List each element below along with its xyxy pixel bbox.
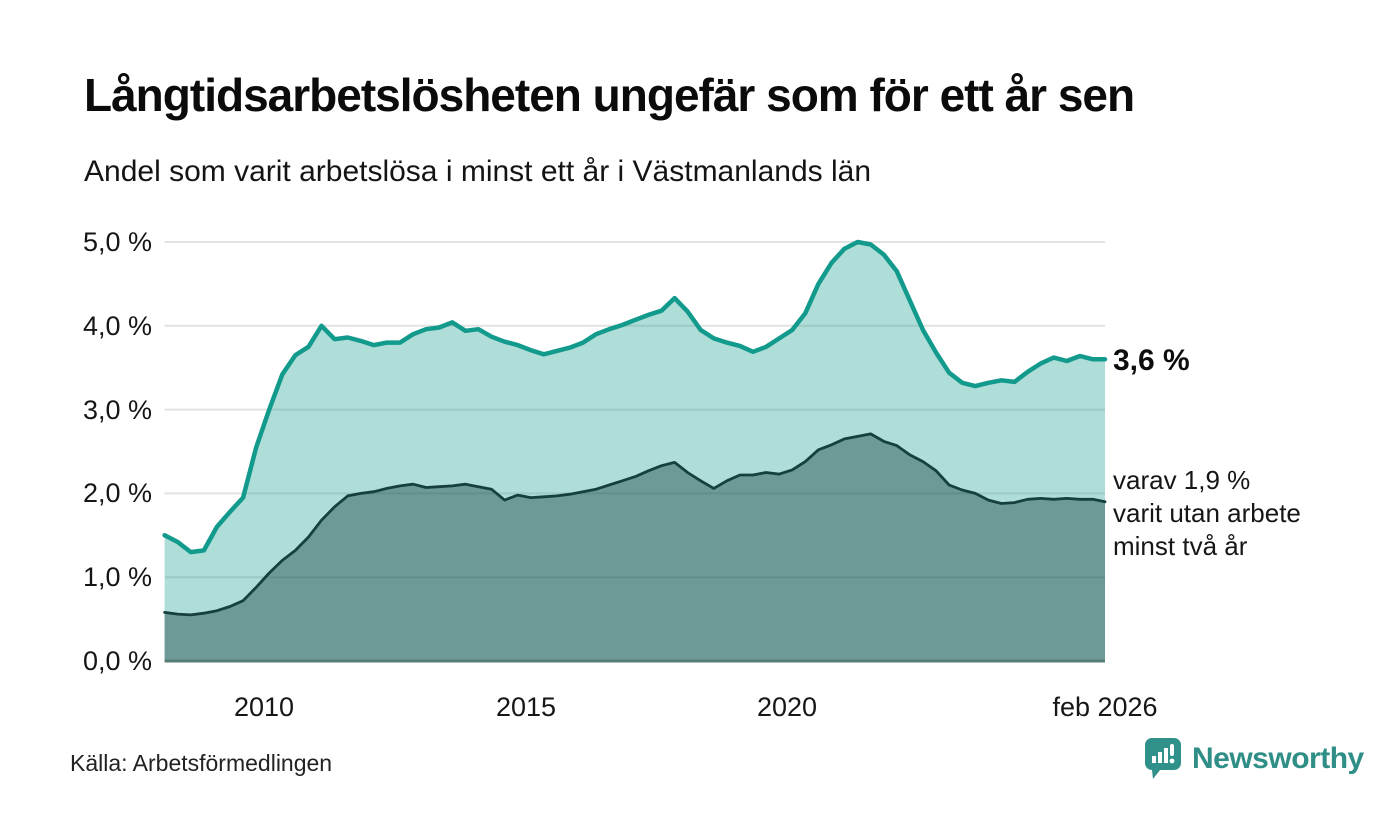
y-axis-tick: 0,0 % — [82, 646, 152, 676]
series-secondary-label-line: varit utan arbete — [1113, 498, 1301, 528]
x-axis-tick: 2020 — [756, 692, 818, 722]
x-axis-tick: 2010 — [233, 692, 295, 722]
x-axis-tick: 2015 — [495, 692, 557, 722]
y-axis-tick: 5,0 % — [82, 227, 152, 257]
y-axis-tick: 4,0 % — [82, 311, 152, 341]
area-fill-series-1 — [164, 433, 1106, 661]
page-title: Långtidsarbetslösheten ungefär som för e… — [84, 69, 1135, 121]
chart-subtitle: Andel som varit arbetslösa i minst ett å… — [84, 155, 872, 188]
line-series-0 — [162, 239, 1108, 555]
series-secondary-label-line: minst två år — [1113, 531, 1248, 561]
series-end-value-label: 3,6 % — [1113, 344, 1190, 377]
y-axis-tick: 3,0 % — [82, 395, 152, 425]
x-axis-tick: feb 2026 — [1052, 692, 1158, 722]
series-secondary-label-line: varav 1,9 % — [1113, 465, 1251, 495]
newsworthy-chart-bubble-icon — [1145, 738, 1181, 779]
y-axis-tick: 2,0 % — [82, 478, 152, 508]
line-series-1 — [163, 432, 1107, 617]
newsworthy-wordmark: Newsworthy — [1192, 742, 1364, 775]
y-axis-tick: 1,0 % — [82, 562, 152, 592]
area-fill-series-0 — [164, 242, 1106, 661]
source-attribution: Källa: Arbetsförmedlingen — [70, 750, 333, 776]
series-secondary-label: varav 1,9 % varit utan arbete minst två … — [1113, 464, 1301, 563]
newsworthy-logo: Newsworthy — [1144, 737, 1364, 787]
